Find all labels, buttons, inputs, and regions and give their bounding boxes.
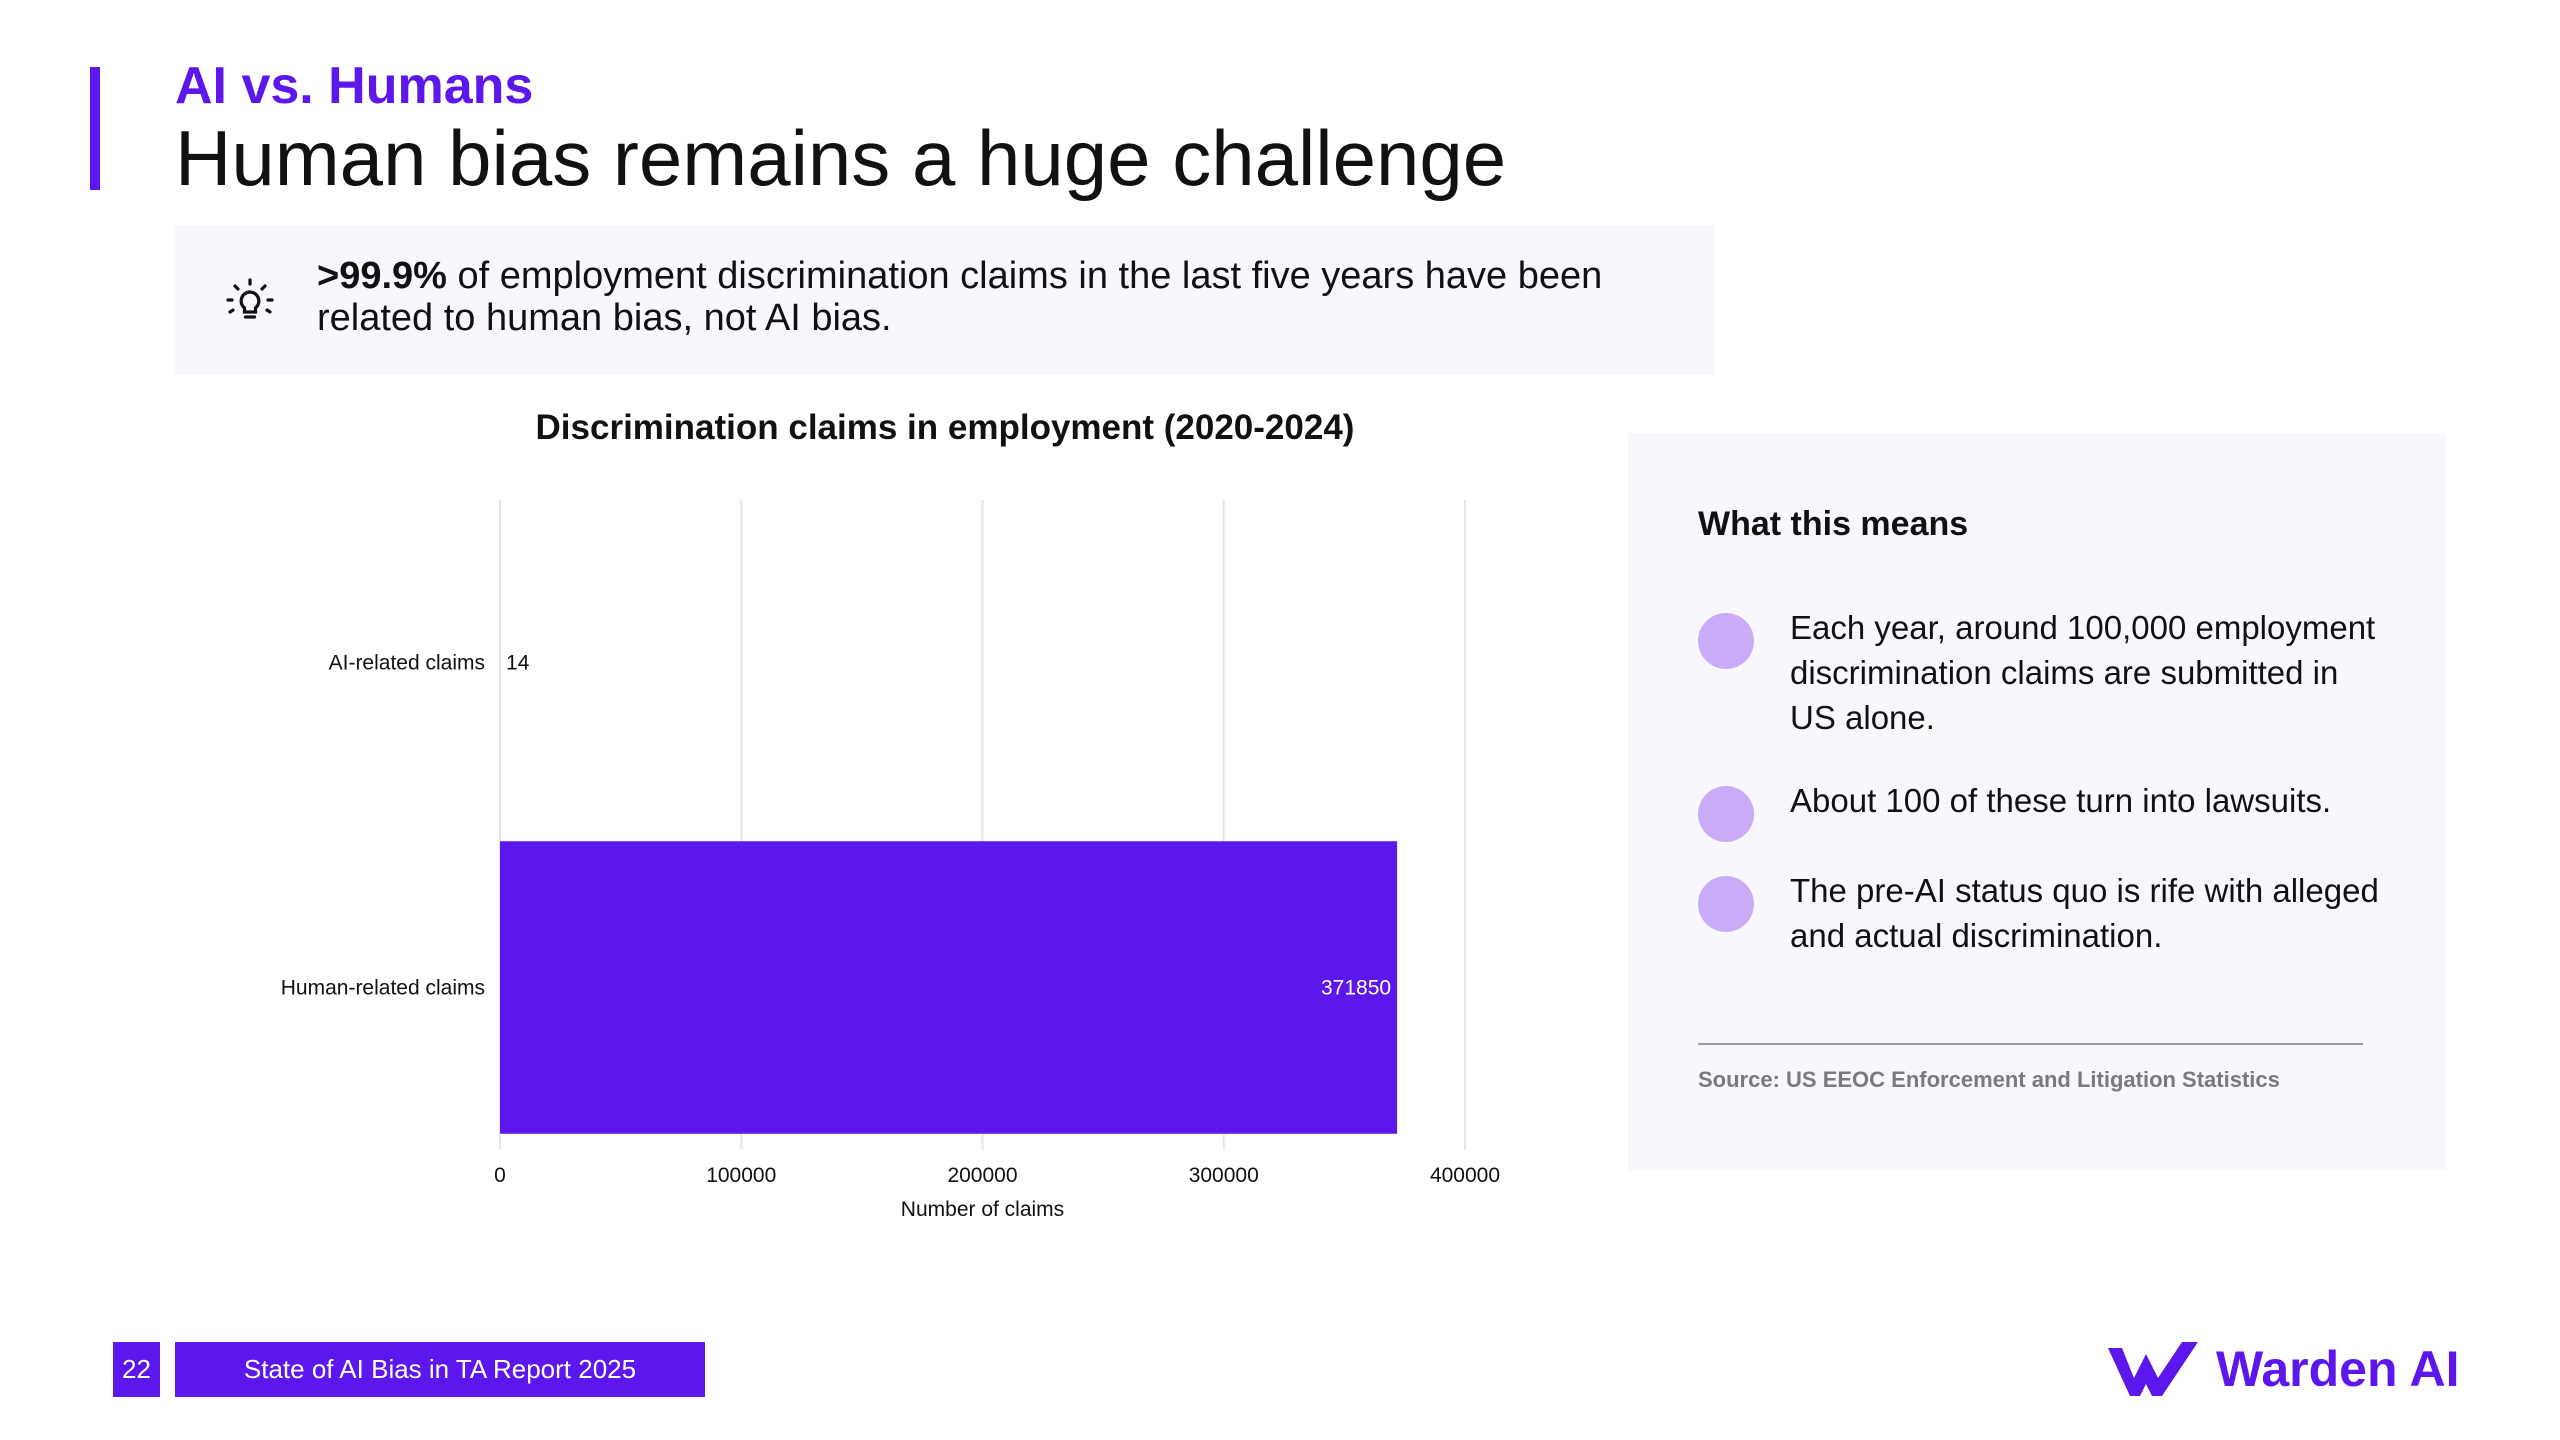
page-title: Human bias remains a huge challenge	[175, 114, 1507, 202]
divider	[1698, 1043, 2363, 1045]
callout-highlight: >99.9%	[317, 255, 447, 297]
category-label: Human-related claims	[281, 977, 485, 1000]
bullet-dot	[1698, 786, 1754, 842]
callout-body: of employment discrimination claims in t…	[317, 255, 1603, 339]
x-axis-title: Number of claims	[901, 1198, 1064, 1221]
bullet-text: About 100 of these turn into lawsuits.	[1790, 782, 2332, 819]
bar-chart: 0 100000 200000 300000 400000 AI-related clai…	[281, 500, 1500, 1221]
warden-logo-icon	[2108, 1342, 2198, 1396]
data-label: 371850	[1321, 977, 1391, 1000]
report-title: State of AI Bias in TA Report 2025	[175, 1342, 705, 1397]
callout-text: >99.9% of employment discrimination clai…	[317, 255, 1677, 339]
what-this-means-panel: What this means Each year, around 100,00…	[1628, 433, 2446, 1170]
x-tick-label: 0	[494, 1164, 506, 1187]
page-number: 22	[113, 1342, 160, 1397]
brand-name: Warden AI	[2216, 1341, 2460, 1397]
x-tick-label: 200000	[947, 1164, 1017, 1187]
callout-box: >99.9% of employment discrimination clai…	[175, 225, 1715, 375]
accent-bar	[90, 67, 100, 190]
section-eyebrow: AI vs. Humans	[175, 57, 534, 115]
bullet-text: Each year, around 100,000 employment dis…	[1790, 609, 2376, 736]
source-note: Source: US EEOC Enforcement and Litigati…	[1698, 1067, 2280, 1092]
bullet-dot	[1698, 876, 1754, 932]
data-label: 14	[506, 652, 530, 675]
bullet-text: The pre-AI status quo is rife with alleg…	[1790, 872, 2379, 954]
bullet-dot	[1698, 613, 1754, 669]
panel-title: What this means	[1698, 505, 1969, 543]
x-tick-label: 400000	[1430, 1164, 1500, 1187]
lightbulb-icon	[226, 278, 274, 319]
x-tick-label: 100000	[706, 1164, 776, 1187]
bar	[500, 841, 1398, 1134]
chart-title: Discrimination claims in employment (202…	[535, 408, 1355, 447]
category-label: AI-related claims	[329, 652, 485, 675]
x-tick-label: 300000	[1189, 1164, 1259, 1187]
